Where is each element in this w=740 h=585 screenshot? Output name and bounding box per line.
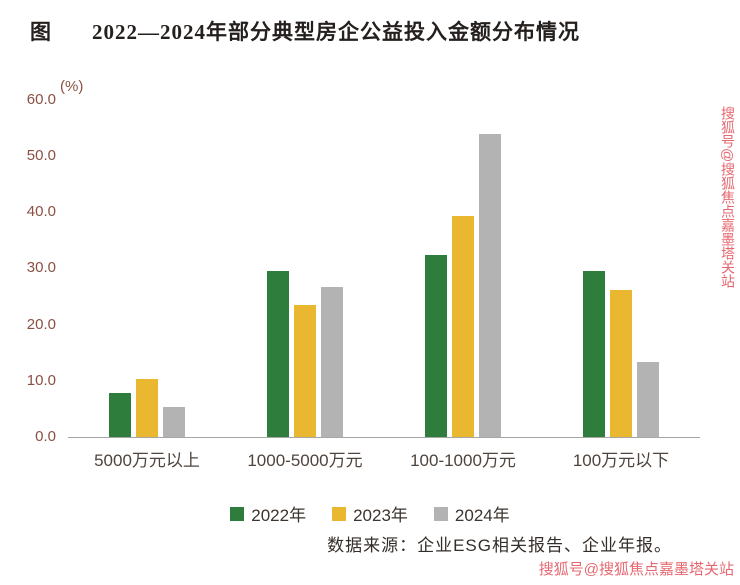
bar-2024年 xyxy=(163,407,185,437)
x-category-label: 100-1000万元 xyxy=(410,451,516,470)
figure-prefix: 图 xyxy=(30,20,52,44)
x-category-label: 5000万元以上 xyxy=(94,451,200,470)
bar-2022年 xyxy=(109,392,131,437)
bar-2024年 xyxy=(321,286,343,437)
chart-legend: 2022年 2023年 2024年 xyxy=(0,501,740,526)
bar-group xyxy=(384,100,542,437)
legend-swatch-icon xyxy=(230,506,245,521)
y-tick-label: 30.0 xyxy=(26,259,56,277)
y-axis-unit-label: (%) xyxy=(60,78,84,95)
bar-group xyxy=(226,100,384,437)
bar-2023年 xyxy=(610,289,632,437)
legend-label: 2023年 xyxy=(353,506,408,525)
bar-2023年 xyxy=(452,215,474,437)
figure-title-row: 图 2022—2024年部分典型房企公益投入金额分布情况 xyxy=(30,16,580,46)
bar-2022年 xyxy=(267,271,289,437)
bar-2023年 xyxy=(294,305,316,437)
bar-2022年 xyxy=(583,271,605,437)
x-category-label: 1000-5000万元 xyxy=(247,451,363,470)
watermark-vertical: 搜狐号@搜狐焦点嘉墨塔关站 xyxy=(720,106,736,289)
legend-item: 2023年 xyxy=(332,501,408,526)
bar-group xyxy=(542,100,700,437)
bar-2024年 xyxy=(479,134,501,437)
x-category-label: 100万元以下 xyxy=(572,451,670,470)
y-tick-label: 50.0 xyxy=(26,147,56,165)
data-source-note: 数据来源：企业ESG相关报告、企业年报。 xyxy=(327,536,672,555)
y-tick-label: 10.0 xyxy=(26,371,56,389)
legend-item: 2024年 xyxy=(433,501,510,526)
legend-label: 2024年 xyxy=(454,506,510,525)
x-axis-category-labels: 5000万元以上 1000-5000万元 100-1000万元 100万元以下 xyxy=(68,446,700,471)
legend-item: 2022年 xyxy=(230,501,306,526)
bar-group xyxy=(68,100,226,437)
legend-swatch-icon xyxy=(433,506,448,521)
figure-title: 2022—2024年部分典型房企公益投入金额分布情况 xyxy=(92,20,580,44)
y-tick-label: 0.0 xyxy=(35,427,56,445)
y-tick-label: 40.0 xyxy=(26,203,56,221)
bar-2023年 xyxy=(136,379,158,437)
plot-area xyxy=(68,100,700,438)
legend-swatch-icon xyxy=(332,506,347,521)
legend-label: 2022年 xyxy=(251,506,307,525)
y-tick-label: 60.0 xyxy=(26,91,56,108)
bar-2022年 xyxy=(425,255,447,437)
watermark-bottom: 搜狐号@搜狐焦点嘉墨塔关站 xyxy=(538,561,734,578)
y-axis-tick-labels: 60.0 50.0 40.0 30.0 20.0 10.0 0.0 xyxy=(0,91,56,446)
bar-2024年 xyxy=(637,362,659,437)
y-tick-label: 20.0 xyxy=(26,315,56,333)
